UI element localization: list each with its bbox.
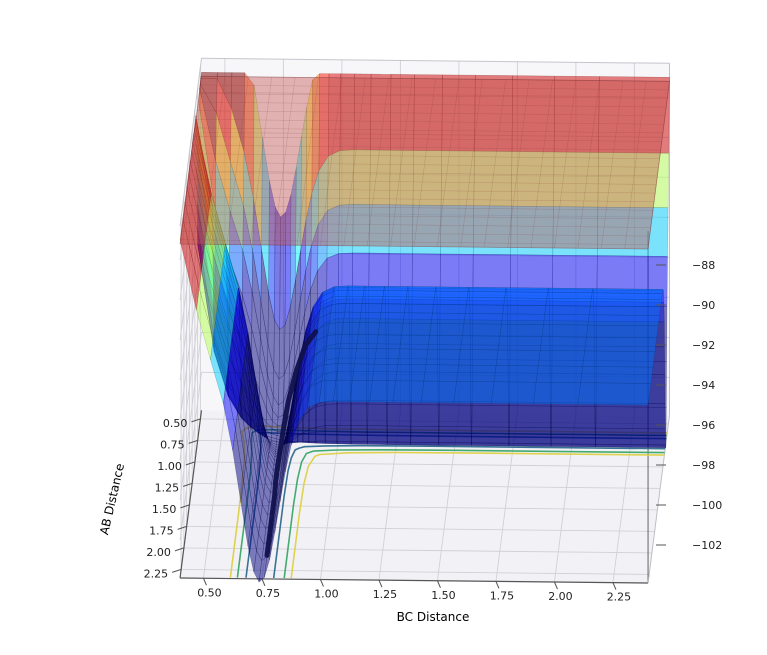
y-tick-label: 0.75 (160, 438, 185, 451)
x-tick-label: 2.25 (607, 591, 632, 604)
axis-ticks-group: 0.50 0.75 1.00 1.25 1.50 1.75 2.00 2.25 0.50 0.75… (144, 259, 723, 604)
z-tick-label: −94 (692, 379, 715, 392)
energy-surface-group (179, 72, 670, 583)
y-tick-label: 2.00 (146, 546, 171, 559)
z-tick-label: −100 (692, 499, 722, 512)
y-tick-label: 1.00 (157, 460, 182, 473)
z-tick-label: −88 (692, 259, 715, 272)
y-tick-label: 1.25 (155, 481, 180, 494)
y-tick-label: 1.75 (149, 524, 174, 537)
energy-cap-plane-group (179, 75, 670, 250)
z-tick-label: −102 (692, 539, 722, 552)
x-axis-label: BC Distance (397, 610, 470, 624)
z-tick-label: −90 (692, 299, 715, 312)
reaction-path-group (264, 329, 319, 558)
y-tick-label: 2.25 (144, 567, 169, 580)
x-tick-label: 2.00 (548, 590, 573, 603)
z-tick-label: −92 (692, 339, 715, 352)
y-tick-label: 0.50 (163, 417, 188, 430)
x-tick-label: 0.50 (197, 586, 222, 599)
x-tick-label: 1.00 (314, 588, 339, 601)
x-tick-label: 1.25 (373, 588, 398, 601)
y-tick-label: 1.50 (152, 503, 177, 516)
x-tick-label: 1.50 (431, 589, 456, 602)
x-tick-label: 0.75 (256, 587, 281, 600)
x-tick-label: 1.75 (490, 589, 515, 602)
y-axis-label: AB Distance (97, 462, 127, 536)
z-tick-label: −96 (692, 419, 715, 432)
z-tick-label: −98 (692, 459, 715, 472)
